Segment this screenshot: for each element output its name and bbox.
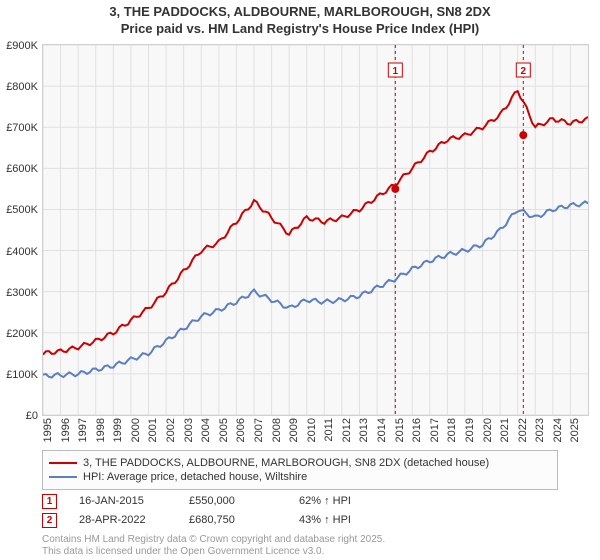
y-tick-label: £700K: [6, 122, 38, 134]
sale-row: 1 16-JAN-2015 £550,000 62% ↑ HPI: [42, 494, 558, 509]
x-tick-label: 1999: [112, 418, 124, 442]
sale-row: 2 28-APR-2022 £680,750 43% ↑ HPI: [42, 513, 558, 528]
legend-label: HPI: Average price, detached house, Wilt…: [83, 471, 307, 483]
x-tick-label: 2008: [271, 418, 283, 442]
x-tick-label: 2020: [482, 418, 494, 442]
sale-date: 28-APR-2022: [79, 514, 167, 526]
sale-marker-icon: 2: [42, 513, 57, 528]
x-tick-label: 2005: [218, 418, 230, 442]
x-tick-label: 2017: [429, 418, 441, 442]
sale-marker-icon: 1: [42, 494, 57, 509]
x-tick-label: 2018: [446, 418, 458, 442]
x-tick-label: 2011: [323, 418, 335, 442]
x-tick-label: 2024: [552, 418, 564, 442]
sale-pct-vs-hpi: 62% ↑ HPI: [299, 495, 387, 507]
y-tick-label: £800K: [6, 81, 38, 93]
y-axis-labels: £0£100K£200K£300K£400K£500K£600K£700K£80…: [0, 46, 40, 416]
legend-box: 3, THE PADDOCKS, ALDBOURNE, MARLBOROUGH,…: [42, 450, 558, 490]
sale-price: £680,750: [189, 514, 277, 526]
x-tick-label: 2021: [499, 418, 511, 442]
y-tick-label: £900K: [6, 40, 38, 52]
sale-pct-vs-hpi: 43% ↑ HPI: [299, 514, 387, 526]
legend-swatch: [49, 476, 77, 478]
sale-price: £550,000: [189, 495, 277, 507]
y-tick-label: £500K: [6, 204, 38, 216]
x-tick-label: 2013: [358, 418, 370, 442]
y-tick-label: £100K: [6, 369, 38, 381]
sale-data-rows: 1 16-JAN-2015 £550,000 62% ↑ HPI 2 28-APR-202…: [42, 494, 558, 528]
x-tick-label: 1997: [77, 418, 89, 442]
x-axis-labels: 1995 1996 1997 1998 1999 2000 2001 2002 2003 2004…: [42, 416, 589, 446]
x-tick-label: 2016: [411, 418, 423, 442]
x-tick-label: 2014: [376, 418, 388, 442]
x-tick-label: 2022: [517, 418, 529, 442]
chart-svg: 12: [43, 45, 588, 415]
y-tick-label: £0: [26, 410, 38, 422]
x-tick-label: 2001: [147, 418, 159, 442]
x-tick-label: 2007: [253, 418, 265, 442]
x-tick-label: 1996: [60, 418, 72, 442]
legend-swatch: [49, 462, 77, 464]
legend-item: HPI: Average price, detached house, Wilt…: [49, 471, 551, 483]
y-tick-label: £300K: [6, 287, 38, 299]
x-tick-label: 2010: [306, 418, 318, 442]
chart-area: 12: [42, 44, 589, 416]
x-tick-label: 2019: [464, 418, 476, 442]
legend-item: 3, THE PADDOCKS, ALDBOURNE, MARLBOROUGH,…: [49, 457, 551, 469]
sale-date: 16-JAN-2015: [79, 495, 167, 507]
y-tick-label: £400K: [6, 246, 38, 258]
x-tick-label: 2006: [235, 418, 247, 442]
x-tick-label: 2004: [200, 418, 212, 442]
x-tick-label: 1998: [95, 418, 107, 442]
x-tick-label: 2003: [183, 418, 195, 442]
svg-text:1: 1: [393, 66, 399, 77]
svg-text:2: 2: [521, 66, 527, 77]
x-tick-label: 2002: [165, 418, 177, 442]
chart-title: 3, THE PADDOCKS, ALDBOURNE, MARLBOROUGH,…: [0, 0, 600, 38]
y-tick-label: £200K: [6, 328, 38, 340]
x-tick-label: 1995: [42, 418, 54, 442]
x-tick-label: 2023: [534, 418, 546, 442]
x-tick-label: 2009: [288, 418, 300, 442]
x-tick-label: 2000: [130, 418, 142, 442]
x-tick-label: 2012: [341, 418, 353, 442]
x-tick-label: 2025: [569, 418, 581, 442]
footer-credits: Contains HM Land Registry data © Crown c…: [42, 534, 558, 558]
legend-label: 3, THE PADDOCKS, ALDBOURNE, MARLBOROUGH,…: [83, 457, 489, 469]
y-tick-label: £600K: [6, 163, 38, 175]
x-tick-label: 2015: [394, 418, 406, 442]
